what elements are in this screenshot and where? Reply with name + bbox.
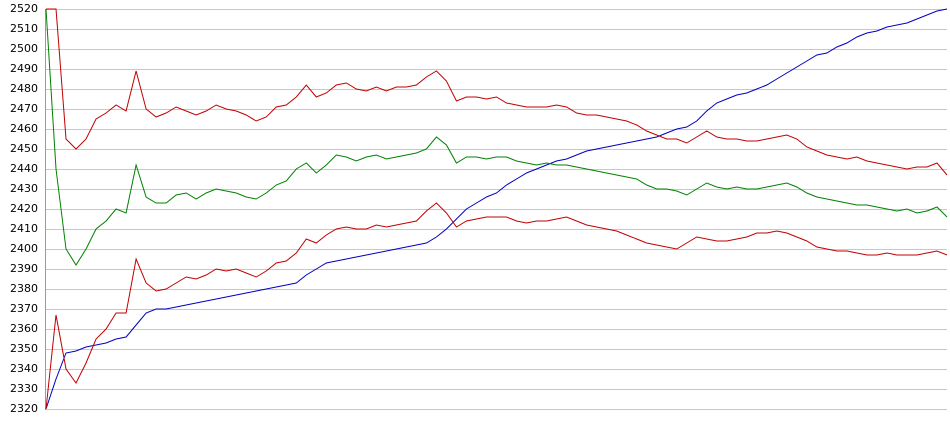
y-tick-label: 2400 [10, 242, 38, 255]
y-tick-label: 2380 [10, 282, 38, 295]
y-tick-label: 2320 [10, 402, 38, 415]
y-tick-label: 2460 [10, 122, 38, 135]
y-tick-label: 2410 [10, 222, 38, 235]
y-tick-label: 2520 [10, 2, 38, 15]
y-tick-label: 2490 [10, 62, 38, 75]
y-tick-label: 2390 [10, 262, 38, 275]
y-tick-label: 2370 [10, 302, 38, 315]
y-tick-label: 2360 [10, 322, 38, 335]
y-tick-label: 2450 [10, 142, 38, 155]
y-tick-label: 2440 [10, 162, 38, 175]
y-tick-label: 2510 [10, 22, 38, 35]
y-tick-label: 2330 [10, 382, 38, 395]
y-tick-label: 2340 [10, 362, 38, 375]
series-line [46, 8, 948, 176]
y-tick-label: 2430 [10, 182, 38, 195]
y-tick-label: 2350 [10, 342, 38, 355]
y-tick-label: 2470 [10, 102, 38, 115]
y-tick-label: 2500 [10, 42, 38, 55]
y-tick-label: 2480 [10, 82, 38, 95]
series-line [45, 8, 948, 410]
y-tick-label: 2420 [10, 202, 38, 215]
series-line [45, 8, 948, 266]
series-line [45, 202, 948, 410]
